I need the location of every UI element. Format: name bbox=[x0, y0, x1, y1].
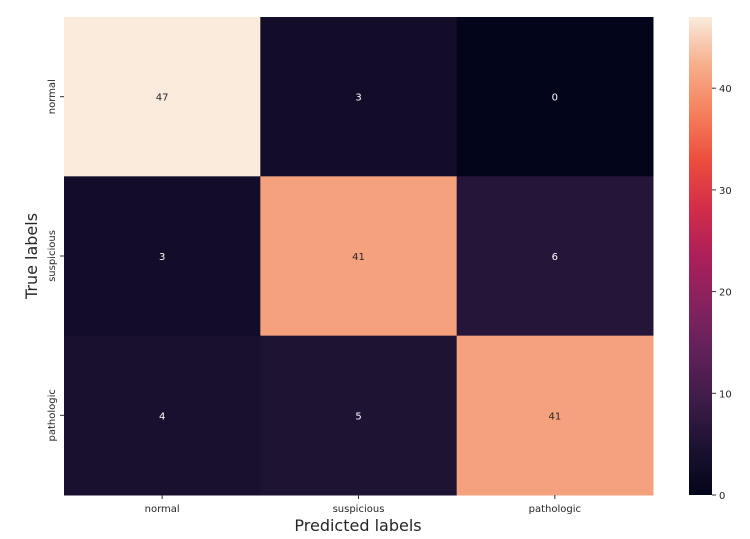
cell-value-label: 5 bbox=[355, 411, 361, 422]
colorbar-tick-label: 20 bbox=[719, 288, 732, 299]
x-tick-label: normal bbox=[145, 504, 180, 515]
heatmap-cell bbox=[260, 17, 458, 177]
colorbar-tick-label: 40 bbox=[719, 84, 732, 95]
y-axis-ticks: normal suspicious pathologic bbox=[47, 79, 64, 442]
cell-value-label: 3 bbox=[159, 252, 165, 263]
heatmap-cell bbox=[64, 176, 261, 337]
cell-value-label: 3 bbox=[355, 93, 361, 104]
heatmap-cell bbox=[64, 17, 261, 177]
cell-value-label: 41 bbox=[548, 411, 561, 422]
x-axis-label: Predicted labels bbox=[294, 516, 421, 535]
cell-value-label: 47 bbox=[156, 93, 169, 104]
y-tick-label: pathologic bbox=[47, 389, 58, 441]
colorbar-tick-label: 10 bbox=[719, 389, 732, 400]
heatmap-cell bbox=[64, 335, 261, 496]
x-tick-label: suspicious bbox=[333, 504, 385, 515]
colorbar bbox=[689, 17, 712, 495]
cell-value-label: 4 bbox=[159, 411, 165, 422]
heatmap-cell bbox=[260, 335, 458, 496]
heatmap-cell bbox=[260, 176, 458, 337]
heatmap-cells: 47 3 0 3 41 6 4 5 41 bbox=[64, 17, 654, 496]
heatmap-cell bbox=[456, 176, 654, 337]
colorbar-tick-label: 30 bbox=[719, 186, 732, 197]
cell-value-label: 6 bbox=[552, 252, 558, 263]
cell-value-label: 41 bbox=[352, 252, 365, 263]
colorbar-tick-label: 0 bbox=[719, 491, 725, 502]
x-axis-ticks: normal suspicious pathologic bbox=[145, 495, 581, 515]
y-tick-label: suspicious bbox=[47, 230, 58, 282]
y-tick-label: normal bbox=[47, 79, 58, 114]
heatmap-cell bbox=[456, 335, 654, 496]
cell-value-label: 0 bbox=[552, 93, 558, 104]
colorbar-ticks: 0 10 20 30 40 bbox=[712, 84, 732, 502]
y-axis-label: True labels bbox=[22, 213, 41, 300]
x-tick-label: pathologic bbox=[529, 504, 581, 515]
heatmap-cell bbox=[456, 17, 654, 177]
